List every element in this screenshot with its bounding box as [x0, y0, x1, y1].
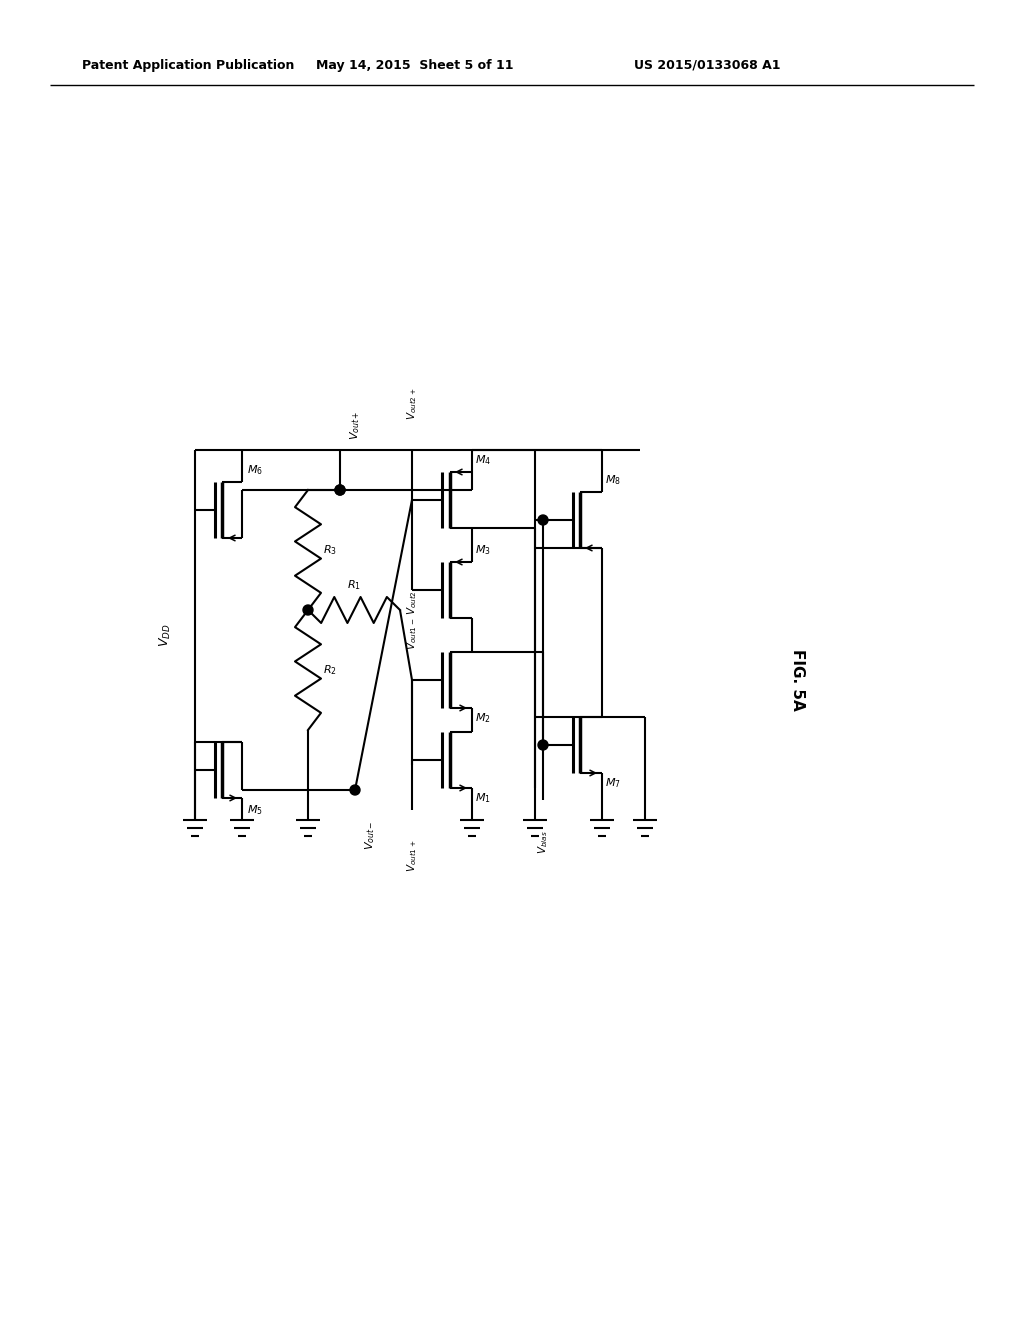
Text: $V_{out2-}$: $V_{out2-}$	[406, 582, 419, 615]
Text: $M_8$: $M_8$	[605, 473, 621, 487]
Text: $V_{out1+}$: $V_{out1+}$	[406, 840, 419, 873]
Text: May 14, 2015  Sheet 5 of 11: May 14, 2015 Sheet 5 of 11	[316, 58, 514, 71]
Text: $M_4$: $M_4$	[475, 453, 492, 467]
Text: $R_1$: $R_1$	[347, 578, 361, 591]
Text: $V_{out+}$: $V_{out+}$	[348, 411, 361, 440]
Text: FIG. 5A: FIG. 5A	[790, 649, 805, 711]
Circle shape	[538, 741, 548, 750]
Circle shape	[303, 605, 313, 615]
Text: Patent Application Publication: Patent Application Publication	[82, 58, 294, 71]
Circle shape	[538, 515, 548, 525]
Text: $M_2$: $M_2$	[475, 711, 490, 725]
Text: $V_{out1-}$: $V_{out1-}$	[406, 618, 419, 649]
Text: US 2015/0133068 A1: US 2015/0133068 A1	[634, 58, 780, 71]
Circle shape	[335, 484, 345, 495]
Text: $V_{out-}$: $V_{out-}$	[362, 820, 377, 850]
Circle shape	[335, 484, 345, 495]
Text: $R_2$: $R_2$	[323, 663, 337, 677]
Text: $M_5$: $M_5$	[247, 803, 263, 817]
Text: $M_3$: $M_3$	[475, 544, 490, 557]
Text: $R_3$: $R_3$	[323, 543, 337, 557]
Text: $M_1$: $M_1$	[475, 791, 490, 805]
Text: $M_7$: $M_7$	[605, 776, 621, 789]
Text: $V_{out2+}$: $V_{out2+}$	[406, 388, 419, 420]
Text: $V_{bias}$: $V_{bias}$	[537, 830, 550, 854]
Text: $M_6$: $M_6$	[247, 463, 263, 477]
Circle shape	[350, 785, 360, 795]
Text: $V_{DD}$: $V_{DD}$	[158, 623, 173, 647]
